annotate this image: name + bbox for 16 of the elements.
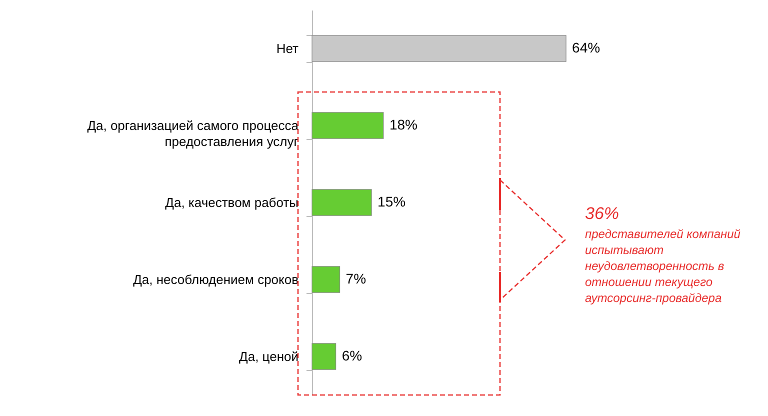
data-label: 18% xyxy=(389,116,418,132)
bar xyxy=(312,189,372,216)
bar xyxy=(312,343,336,370)
y-tick-label: Да, организацией самого процесса предоставления услуг xyxy=(87,118,300,149)
y-tick-label: Да, несоблюдением сроков xyxy=(133,272,299,287)
y-tick-label: Да, качеством работы xyxy=(165,195,298,210)
data-label: 15% xyxy=(378,194,406,210)
data-label: 64% xyxy=(572,40,600,56)
y-tick-label: Да, ценой xyxy=(239,349,298,364)
data-label: 6% xyxy=(342,348,362,364)
y-tick-label: Нет xyxy=(276,41,299,56)
bar xyxy=(312,112,384,139)
text: 36% xyxy=(585,204,620,224)
bar xyxy=(312,266,340,293)
data-label: 7% xyxy=(346,270,366,286)
text: представителей компаний испытывают неудовлетворенность в отношении текущего аутсорсинг-провайдера xyxy=(585,226,740,306)
